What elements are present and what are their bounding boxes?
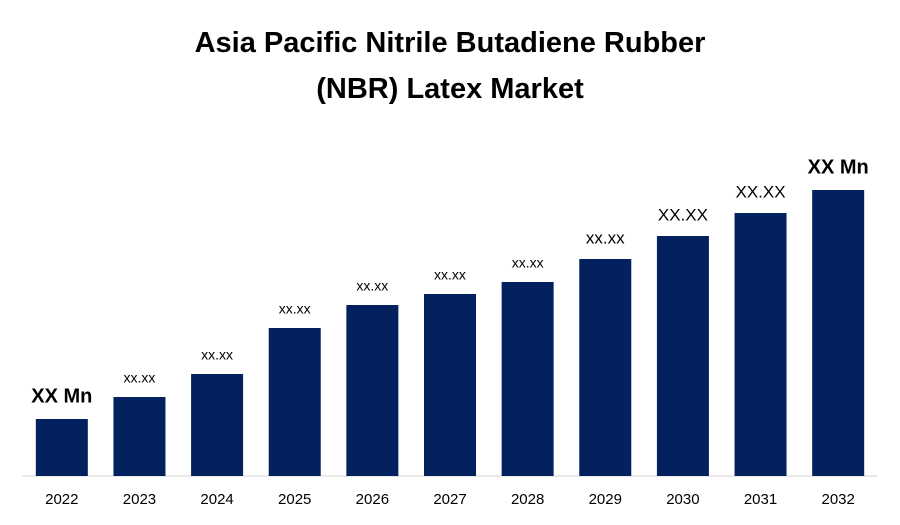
value-label: XX.XX — [658, 205, 708, 224]
value-label: xx.xx — [279, 301, 311, 317]
x-tick-label: 2032 — [821, 491, 854, 508]
x-tick-label: 2026 — [356, 491, 389, 508]
value-label: xx.xx — [512, 255, 544, 271]
bar — [656, 236, 709, 476]
bar — [812, 190, 865, 476]
bar — [501, 282, 554, 476]
x-tick-label: 2030 — [666, 491, 699, 508]
value-label: xx.xx — [124, 370, 156, 386]
chart-title: Asia Pacific Nitrile Butadiene Rubber (N… — [194, 27, 706, 105]
value-label: xx.xx — [201, 347, 233, 363]
bar — [734, 213, 787, 476]
x-tick-label: 2023 — [123, 491, 156, 508]
x-tick-label: 2024 — [200, 491, 233, 508]
bar — [191, 374, 244, 476]
x-tick-label: 2022 — [45, 491, 78, 508]
x-tick-label: 2028 — [511, 491, 544, 508]
bar — [35, 419, 88, 476]
bar — [579, 259, 632, 476]
value-label: xx.xx — [434, 267, 466, 283]
value-label: XX Mn — [808, 156, 869, 178]
value-label: xx.xx — [586, 228, 625, 247]
bar — [268, 328, 321, 476]
bar — [113, 397, 166, 476]
x-tick-label: 2025 — [278, 491, 311, 508]
value-label: XX.XX — [735, 182, 785, 201]
x-tick-label: 2027 — [433, 491, 466, 508]
bar — [424, 294, 476, 476]
bar — [346, 305, 399, 476]
x-tick-label: 2029 — [589, 491, 622, 508]
value-label: XX Mn — [31, 385, 92, 407]
value-label: xx.xx — [356, 278, 388, 294]
x-tick-label: 2031 — [744, 491, 777, 508]
